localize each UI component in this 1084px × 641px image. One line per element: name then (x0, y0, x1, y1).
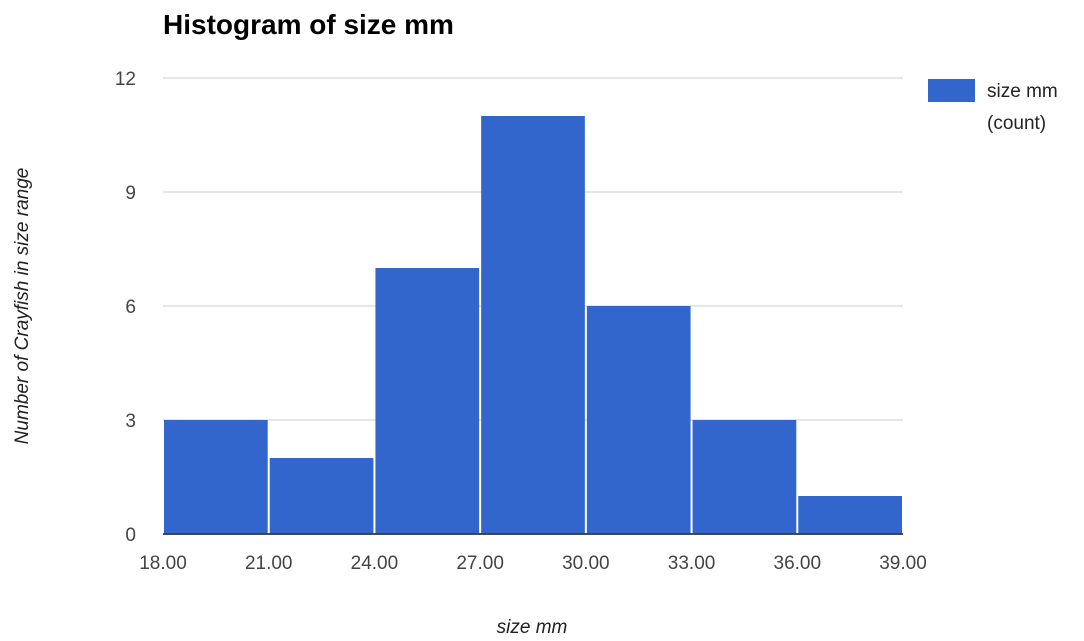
y-tick-label: 9 (125, 183, 136, 204)
x-axis-title: size mm (497, 617, 568, 638)
x-tick-label: 33.00 (668, 553, 716, 574)
histogram-bar (586, 306, 691, 534)
histogram-bar (164, 420, 268, 534)
histogram-bar (692, 420, 797, 534)
x-tick-label: 21.00 (245, 553, 293, 574)
x-tick-label: 39.00 (879, 553, 927, 574)
legend-label-line-1: size mm (987, 81, 1058, 102)
x-tick-label: 24.00 (351, 553, 399, 574)
x-tick-labels: 18.00 21.00 24.00 27.00 30.00 33.00 36.00 39.00 (139, 553, 927, 574)
histogram-bar (269, 458, 374, 534)
x-tick-label: 18.00 (139, 553, 187, 574)
histogram-bar (798, 496, 902, 534)
histogram-bar (481, 116, 585, 534)
x-tick-label: 27.00 (456, 553, 504, 574)
y-tick-label: 3 (125, 411, 136, 432)
x-tick-label: 36.00 (774, 553, 822, 574)
x-tick-label: 30.00 (562, 553, 610, 574)
y-tick-label: 6 (125, 297, 136, 318)
y-tick-label: 12 (115, 69, 136, 90)
y-axis-title: Number of Crayfish in size range (12, 168, 33, 445)
histogram-bar (375, 268, 480, 534)
y-tick-labels: 0 3 6 9 12 (115, 69, 136, 546)
chart-title: Histogram of size mm (163, 9, 454, 40)
legend-swatch (928, 79, 975, 102)
legend: size mm (count) (928, 79, 1058, 134)
legend-label-line-2: (count) (987, 113, 1046, 134)
y-tick-label: 0 (125, 525, 136, 546)
bars (163, 116, 903, 535)
